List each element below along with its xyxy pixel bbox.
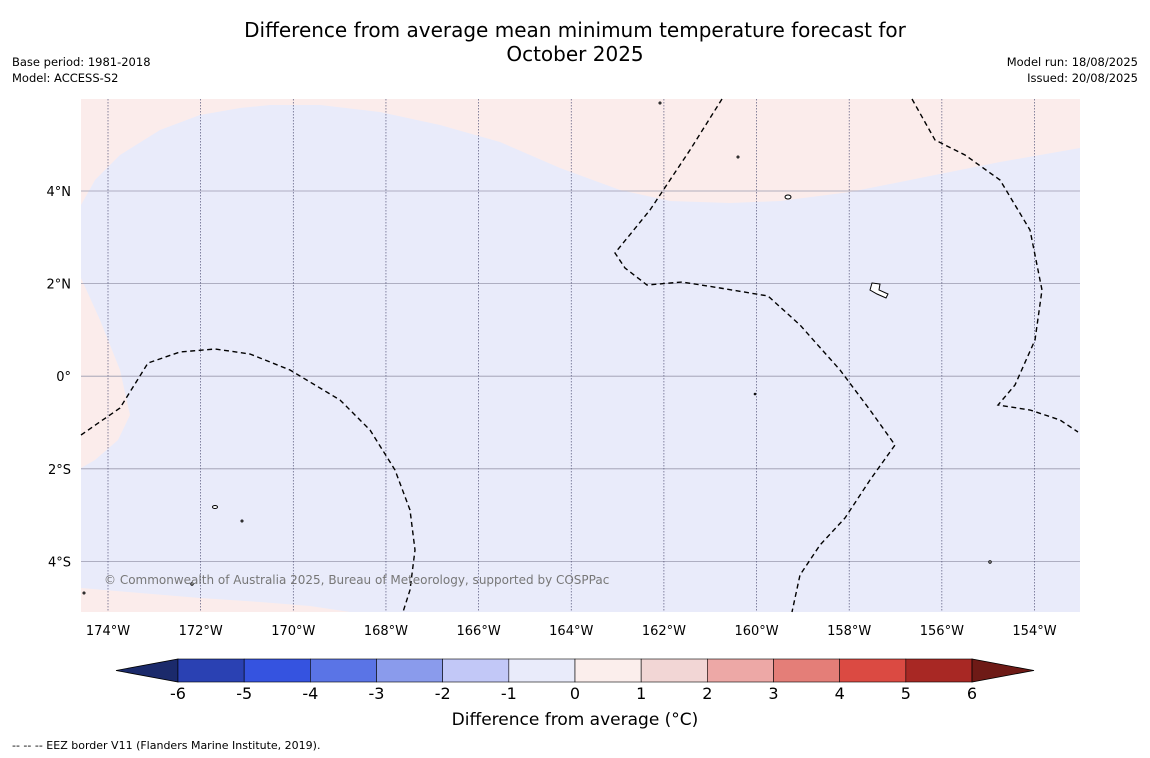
lon-label: 156°W — [920, 624, 964, 639]
island-islet-7 — [753, 392, 757, 396]
colorbar-tick: 6 — [967, 684, 977, 703]
lon-label: 172°W — [179, 624, 223, 639]
colorbar-tick-labels: -6 -5 -4 -3 -2 -1 0 1 2 3 4 5 6 — [170, 684, 977, 703]
title-line-2: October 2025 — [506, 42, 644, 66]
lon-label: 158°W — [827, 624, 871, 639]
colorbar-tick: -5 — [236, 684, 252, 703]
issued-date: Issued: 20/08/2025 — [1027, 71, 1138, 85]
latitude-gridlines — [81, 190, 1080, 562]
meta-right: Model run: 18/08/2025 Issued: 20/08/2025 — [1007, 54, 1138, 86]
eez-border-kiribati-line — [614, 98, 896, 613]
lon-label: 164°W — [549, 624, 593, 639]
island-islet-2 — [736, 155, 740, 159]
colorbar-bin — [376, 658, 443, 683]
lon-label: 166°W — [457, 624, 501, 639]
base-period: Base period: 1981-2018 — [12, 55, 151, 69]
lon-label: 162°W — [642, 624, 686, 639]
colorbar-extend-high — [971, 658, 1035, 683]
island-islet-6 — [82, 591, 86, 595]
lat-label: 2°S — [48, 463, 71, 478]
meta-left: Base period: 1981-2018 Model: ACCESS-S2 — [12, 54, 151, 86]
colorbar-bin — [707, 658, 774, 683]
islands — [82, 101, 992, 595]
lat-label: 4°S — [48, 555, 71, 570]
island-howland — [212, 505, 218, 509]
longitude-gridlines — [107, 99, 1035, 612]
model-run: Model run: 18/08/2025 — [1006, 55, 1138, 69]
longitude-labels: 174°W 172°W 170°W 168°W 166°W 164°W 162°W 160°W… — [86, 624, 1057, 639]
island-islet-5 — [988, 560, 992, 564]
title-line-1: Difference from average mean minimum tem… — [244, 18, 906, 42]
colorbar-tick: 4 — [835, 684, 845, 703]
lon-label: 174°W — [86, 624, 130, 639]
colorbar-tick: -6 — [170, 684, 186, 703]
colorbar-bin — [839, 658, 907, 683]
lon-label: 154°W — [1012, 624, 1056, 639]
colorbar-tick: 2 — [702, 684, 712, 703]
colorbar-tick: 0 — [570, 684, 580, 703]
colorbar-tick: -4 — [302, 684, 318, 703]
model-name: Model: ACCESS-S2 — [12, 71, 119, 85]
island-islet-3 — [240, 519, 244, 523]
colorbar-tick: -3 — [369, 684, 385, 703]
colorbar-tick: -1 — [501, 684, 517, 703]
eez-border-east — [911, 98, 1079, 433]
colorbar-tick: -2 — [435, 684, 451, 703]
lat-label: 0° — [56, 370, 71, 385]
colorbar-bin — [243, 658, 311, 683]
warm-region-north — [81, 99, 1080, 205]
copyright-notice: © Commonwealth of Australia 2025, Bureau… — [104, 573, 609, 587]
latitude-labels: 4°N 2°N 0° 2°S 4°S — [47, 185, 72, 570]
colorbar-extend-low — [115, 658, 179, 683]
warm-region-south — [81, 588, 350, 612]
map-title: Difference from average mean minimum tem… — [0, 18, 1150, 66]
map-panel — [81, 99, 1080, 612]
lon-label: 168°W — [364, 624, 408, 639]
island-kiritimati — [869, 282, 889, 299]
colorbar-bin — [640, 658, 708, 683]
lat-label: 4°N — [47, 185, 72, 200]
lon-label: 170°W — [271, 624, 315, 639]
island-malden — [784, 194, 792, 200]
colorbar-tick: 5 — [901, 684, 911, 703]
colorbar-bin — [310, 658, 377, 683]
island-islet-4 — [190, 582, 194, 586]
colorbar-bin — [508, 658, 576, 683]
lat-label: 2°N — [47, 278, 72, 293]
warm-region-west — [81, 278, 130, 468]
eez-border-west — [80, 348, 416, 613]
colorbar-bin — [574, 658, 642, 683]
colorbar-bin — [177, 658, 245, 683]
colorbar-label: Difference from average (°C) — [451, 710, 699, 730]
colorbar — [115, 658, 1035, 683]
eez-footnote: -- -- -- EEZ border V11 (Flanders Marine… — [12, 739, 321, 752]
colorbar-bin — [905, 658, 973, 683]
colorbar-tick: 1 — [636, 684, 646, 703]
island-islet-1 — [658, 101, 662, 105]
lon-label: 160°W — [734, 624, 778, 639]
colorbar-bin — [442, 658, 510, 683]
eez-borders — [80, 98, 1079, 613]
colorbar-tick: 3 — [768, 684, 778, 703]
colorbar-bin — [773, 658, 840, 683]
